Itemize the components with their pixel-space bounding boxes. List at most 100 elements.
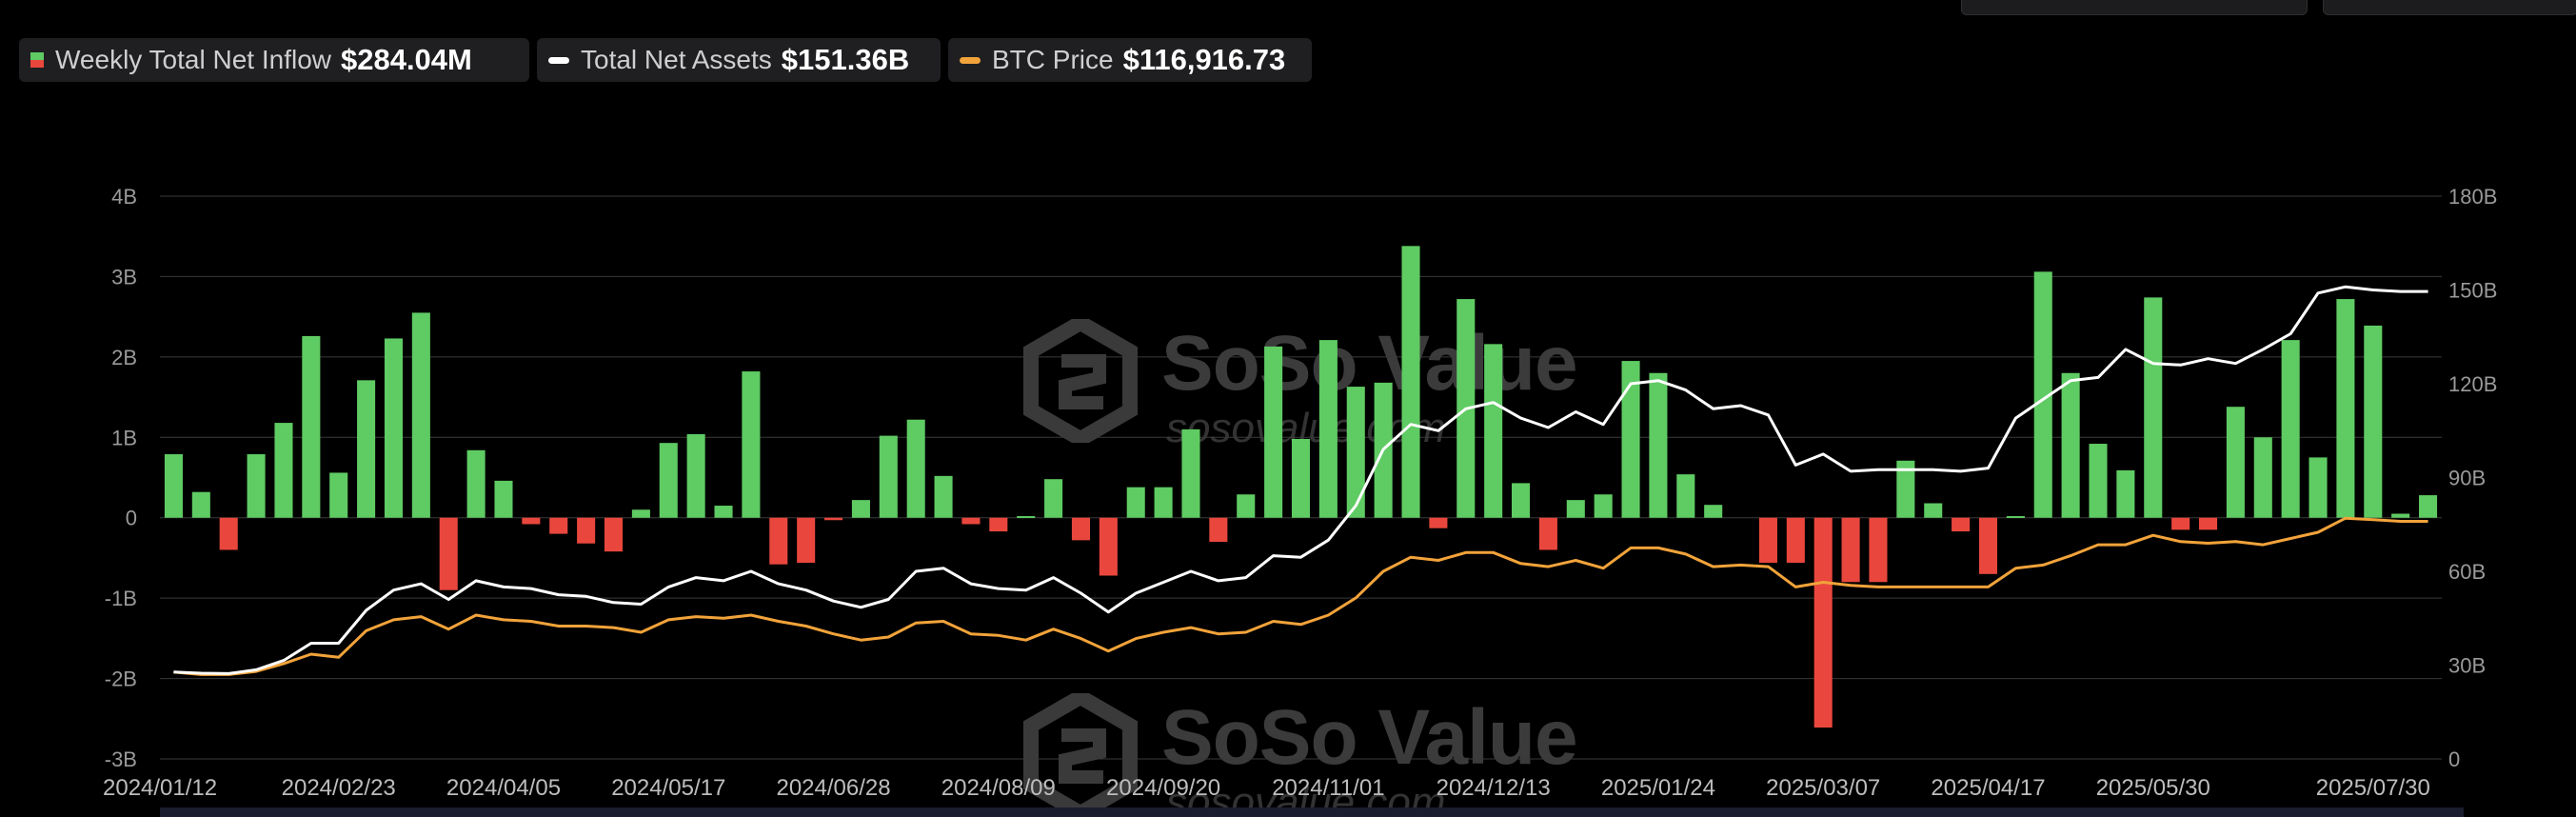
inflow-bar: [329, 472, 348, 518]
x-axis-tick-label: 2024/08/09: [941, 775, 1056, 801]
inflow-bar: [1181, 428, 1200, 518]
inflow-bar: [2364, 325, 2383, 518]
legend-btc-value: $116,916.73: [1122, 43, 1286, 76]
time-range-slider[interactable]: [160, 807, 2464, 817]
inflow-bar: [2391, 513, 2410, 518]
inflow-bar: [1209, 517, 1228, 543]
inflow-bar: [1126, 487, 1145, 518]
inflow-bar: [164, 454, 183, 518]
legend-item-btc[interactable]: BTC Price $116,916.73: [948, 38, 1312, 82]
inflow-bar: [466, 449, 485, 518]
inflow-bar: [2336, 299, 2355, 518]
inflow-bar: [1237, 494, 1256, 518]
x-axis-tick-label: 2024/02/23: [282, 775, 396, 801]
inflow-bar: [1154, 487, 1173, 518]
legend-btc-label: BTC Price: [992, 45, 1114, 74]
inflow-bar: [1758, 517, 1777, 563]
x-axis-tick-label: 2025/05/30: [2096, 775, 2210, 801]
inflow-bar: [2226, 407, 2245, 518]
left-axis-tick-label: 3B: [111, 265, 137, 289]
watermark-title: SoSo Value: [1161, 694, 1578, 781]
inflow-bar: [686, 433, 705, 518]
x-axis-tick-label: 2024/01/12: [103, 775, 217, 801]
inflow-bar: [604, 517, 624, 552]
x-axis-tick-label: 2024/04/05: [446, 775, 561, 801]
inflow-bar: [989, 517, 1008, 532]
inflow-bar: [1512, 483, 1531, 518]
inflow-bar: [191, 491, 210, 518]
left-axis-tick-label: -2B: [105, 668, 137, 691]
total-net-assets-line: [173, 285, 2428, 675]
legend-inflow-value: $284.04M: [340, 43, 472, 76]
inflow-bar: [714, 506, 733, 518]
right-axis-tick-label: 90B: [2448, 467, 2486, 490]
inflow-bar: [247, 454, 266, 518]
left-axis-tick-label: 0: [126, 507, 137, 530]
watermark: SoSo Value sosovalue.com: [1023, 693, 1595, 817]
range-selector-button[interactable]: [1961, 0, 2308, 15]
inflow-bar: [2061, 372, 2080, 518]
inflow-bar: [824, 517, 843, 521]
x-axis-tick-label: 2025/03/07: [1766, 775, 1880, 801]
inflow-bar: [2198, 517, 2218, 530]
legend-item-assets[interactable]: Total Net Assets $151.36B: [537, 38, 941, 82]
inflow-bar: [274, 423, 293, 518]
right-axis-tick-label: 30B: [2448, 654, 2486, 678]
x-axis-tick-label: 2025/07/30: [2316, 775, 2430, 801]
inflow-bar: [549, 517, 568, 534]
left-axis-tick-label: -1B: [105, 587, 137, 610]
inflow-bar: [879, 435, 898, 518]
x-axis-tick-label: 2024/09/20: [1106, 775, 1220, 801]
inflow-bar: [934, 475, 953, 518]
btc-price-line: [173, 516, 2428, 676]
inflow-bar: [1841, 517, 1860, 583]
inflow-bar: [797, 517, 816, 563]
inflow-bar: [522, 517, 541, 525]
inflow-bar: [2116, 469, 2135, 518]
inflow-bar: [494, 480, 513, 518]
left-axis-tick-label: 1B: [111, 426, 137, 449]
bar-layer: [164, 246, 2438, 728]
legend-assets-value: $151.36B: [781, 43, 910, 76]
x-axis-tick-label: 2024/12/13: [1437, 775, 1551, 801]
axis-layer: 4B 3B 2B 1B 0 -1B -2B -3B 180B 150B 120B 90B 60B 30B 0…: [103, 185, 2497, 801]
inflow-bar: [961, 517, 981, 525]
left-axis-tick-label: 2B: [111, 346, 137, 369]
inflow-bar: [1676, 474, 1695, 518]
inflow-bar: [2253, 437, 2272, 518]
inflow-bar: [1594, 494, 1613, 518]
inflow-bar: [742, 371, 761, 518]
line-swatch-icon: [960, 56, 981, 64]
inflow-bar: [2144, 297, 2163, 518]
inflow-bar: [411, 312, 430, 518]
inflow-bar: [302, 335, 321, 518]
right-axis-tick-label: 60B: [2448, 560, 2486, 584]
inflow-bar: [1044, 479, 1063, 518]
x-axis-tick-label: 2024/06/28: [776, 775, 890, 801]
watermark: SoSo Value sosovalue.com: [1023, 319, 1595, 462]
export-button[interactable]: [2323, 0, 2576, 15]
inflow-bar: [1264, 346, 1283, 518]
legend-item-inflow[interactable]: Weekly Total Net Inflow $284.04M: [19, 38, 529, 82]
inflow-bar: [577, 517, 596, 544]
inflow-bar: [1484, 344, 1503, 518]
inflow-bar: [1291, 438, 1311, 518]
inflow-bar: [1621, 361, 1640, 518]
inflow-bar: [1099, 517, 1118, 576]
inflow-bar: [1017, 516, 1036, 519]
inflow-bar: [2006, 516, 2025, 519]
left-axis-tick-label: 4B: [111, 185, 137, 209]
inflow-bar: [906, 419, 925, 518]
x-axis-tick-label: 2024/11/01: [1272, 775, 1384, 801]
inflow-bar: [1978, 517, 1998, 574]
inflow-bar: [2033, 271, 2052, 518]
inflow-bar: [384, 338, 404, 518]
line-layer: [173, 285, 2428, 676]
x-axis-tick-label: 2025/04/17: [1931, 775, 2045, 801]
inflow-bar: [1566, 500, 1585, 518]
inflow-bar: [1429, 517, 1448, 528]
bar-swatch-icon: [30, 52, 44, 68]
right-axis-tick-label: 120B: [2448, 372, 2497, 396]
